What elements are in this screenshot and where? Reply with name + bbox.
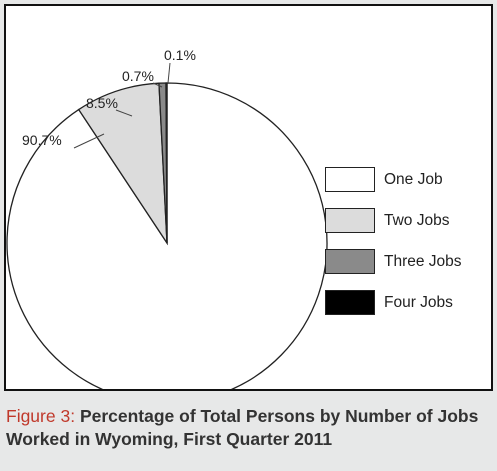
data-label-three-jobs: 0.7% bbox=[122, 68, 154, 84]
pie-slice-four-jobs bbox=[165, 82, 168, 244]
legend-label-four-jobs: Four Jobs bbox=[384, 293, 453, 311]
figure-caption: Figure 3: Percentage of Total Persons by… bbox=[6, 405, 491, 451]
legend-label-three-jobs: Three Jobs bbox=[384, 252, 462, 270]
leader-line-three-jobs bbox=[152, 82, 163, 88]
legend-swatch-two-jobs bbox=[325, 208, 375, 233]
leader-line-one-job bbox=[73, 133, 105, 149]
legend-swatch-four-jobs bbox=[325, 290, 375, 315]
figure-title: Percentage of Total Persons by Number of… bbox=[6, 406, 479, 449]
legend-item-two-jobs: Two Jobs bbox=[325, 208, 462, 233]
legend-label-one-job: One Job bbox=[384, 170, 443, 188]
legend-swatch-three-jobs bbox=[325, 249, 375, 274]
pie-chart: 90.7% 8.5%0.7% 0.1% bbox=[6, 47, 328, 389]
chart-frame: 90.7% 8.5% 0.7% 0.1% One Job Two Jobs Three… bbox=[4, 4, 493, 391]
legend-item-four-jobs: Four Jobs bbox=[325, 290, 462, 315]
legend-swatch-one-job bbox=[325, 167, 375, 192]
data-label-two-jobs: 8.5% bbox=[86, 95, 118, 111]
data-label-four-jobs: 0.1% bbox=[164, 47, 196, 63]
pie-slice-one-job bbox=[6, 82, 328, 389]
pie-slice-two-jobs bbox=[77, 82, 168, 246]
legend-item-one-job: One Job bbox=[325, 167, 462, 192]
leader-line-two-jobs bbox=[115, 109, 133, 117]
legend-item-three-jobs: Three Jobs bbox=[325, 249, 462, 274]
legend: One Job Two Jobs Three Jobs Four Jobs bbox=[325, 167, 462, 331]
figure-number: Figure 3: bbox=[6, 406, 76, 426]
legend-label-two-jobs: Two Jobs bbox=[384, 211, 450, 229]
leader-line-four-jobs bbox=[167, 62, 171, 84]
data-label-one-job: 90.7% bbox=[22, 132, 62, 148]
